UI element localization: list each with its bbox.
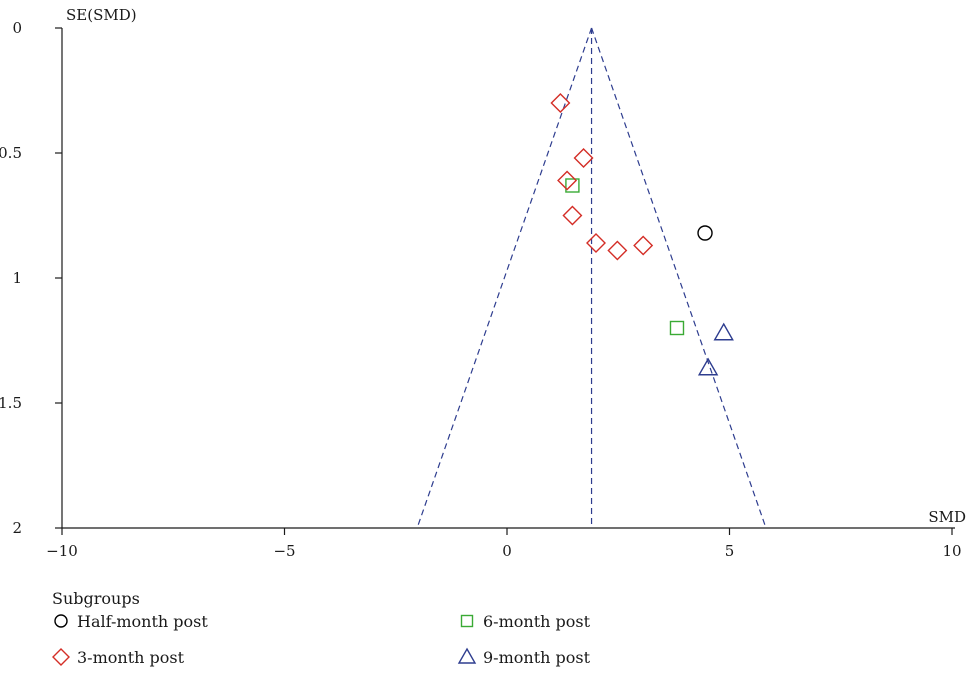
- x-tick-label: 5: [725, 542, 735, 560]
- legend-label: Half-month post: [77, 612, 208, 631]
- data-point-diamond: [562, 205, 583, 226]
- data-point-circle: [697, 225, 713, 241]
- x-tick-label: −5: [273, 542, 295, 560]
- x-axis-title: SMD: [928, 508, 966, 526]
- x-tick-label: 10: [942, 542, 961, 560]
- data-point-diamond: [573, 148, 594, 168]
- y-axis-title: SE(SMD): [66, 6, 137, 24]
- funnel-lines: [416, 27, 767, 529]
- legend-marker-circle: [54, 614, 68, 628]
- data-point-diamond: [607, 240, 628, 261]
- legend-marker-diamond: [52, 648, 70, 666]
- data-point-square: [669, 320, 685, 336]
- data-point-square: [565, 178, 580, 193]
- legend: Subgroups Half-month post 6-month post 3-m…: [52, 589, 591, 667]
- y-tick-label: 2: [12, 519, 22, 537]
- legend-title: Subgroups: [52, 589, 140, 608]
- data-point-diamond: [633, 235, 654, 256]
- y-tick-label: 1: [12, 269, 22, 287]
- x-tick-label: −10: [46, 542, 78, 560]
- data-points: [550, 93, 734, 376]
- funnel-line: [416, 27, 593, 529]
- legend-items: Half-month post 6-month post 3-month post 9…: [52, 612, 591, 667]
- y-ticks: 0 0.5 1 1.5 2: [0, 19, 62, 537]
- legend-label: 9-month post: [483, 648, 591, 667]
- y-tick-label: 0: [12, 19, 22, 37]
- data-point-triangle: [713, 322, 734, 341]
- data-point-triangle: [697, 357, 719, 376]
- legend-label: 6-month post: [483, 612, 591, 631]
- data-point-diamond: [550, 93, 571, 113]
- x-ticks: −10 −5 0 5 10: [46, 528, 962, 560]
- data-point-diamond: [586, 233, 606, 253]
- legend-label: 3-month post: [77, 648, 185, 667]
- funnel-line: [590, 27, 767, 529]
- x-tick-label: 0: [502, 542, 512, 560]
- legend-marker-square: [460, 614, 474, 628]
- data-point-diamond: [557, 170, 578, 191]
- y-tick-label: 1.5: [0, 394, 22, 412]
- axes: −10 −5 0 5 10 0 0.5 1 1.5 2 SE(SMD) SMD: [0, 6, 966, 560]
- legend-marker-triangle: [457, 647, 477, 664]
- y-tick-label: 0.5: [0, 144, 22, 162]
